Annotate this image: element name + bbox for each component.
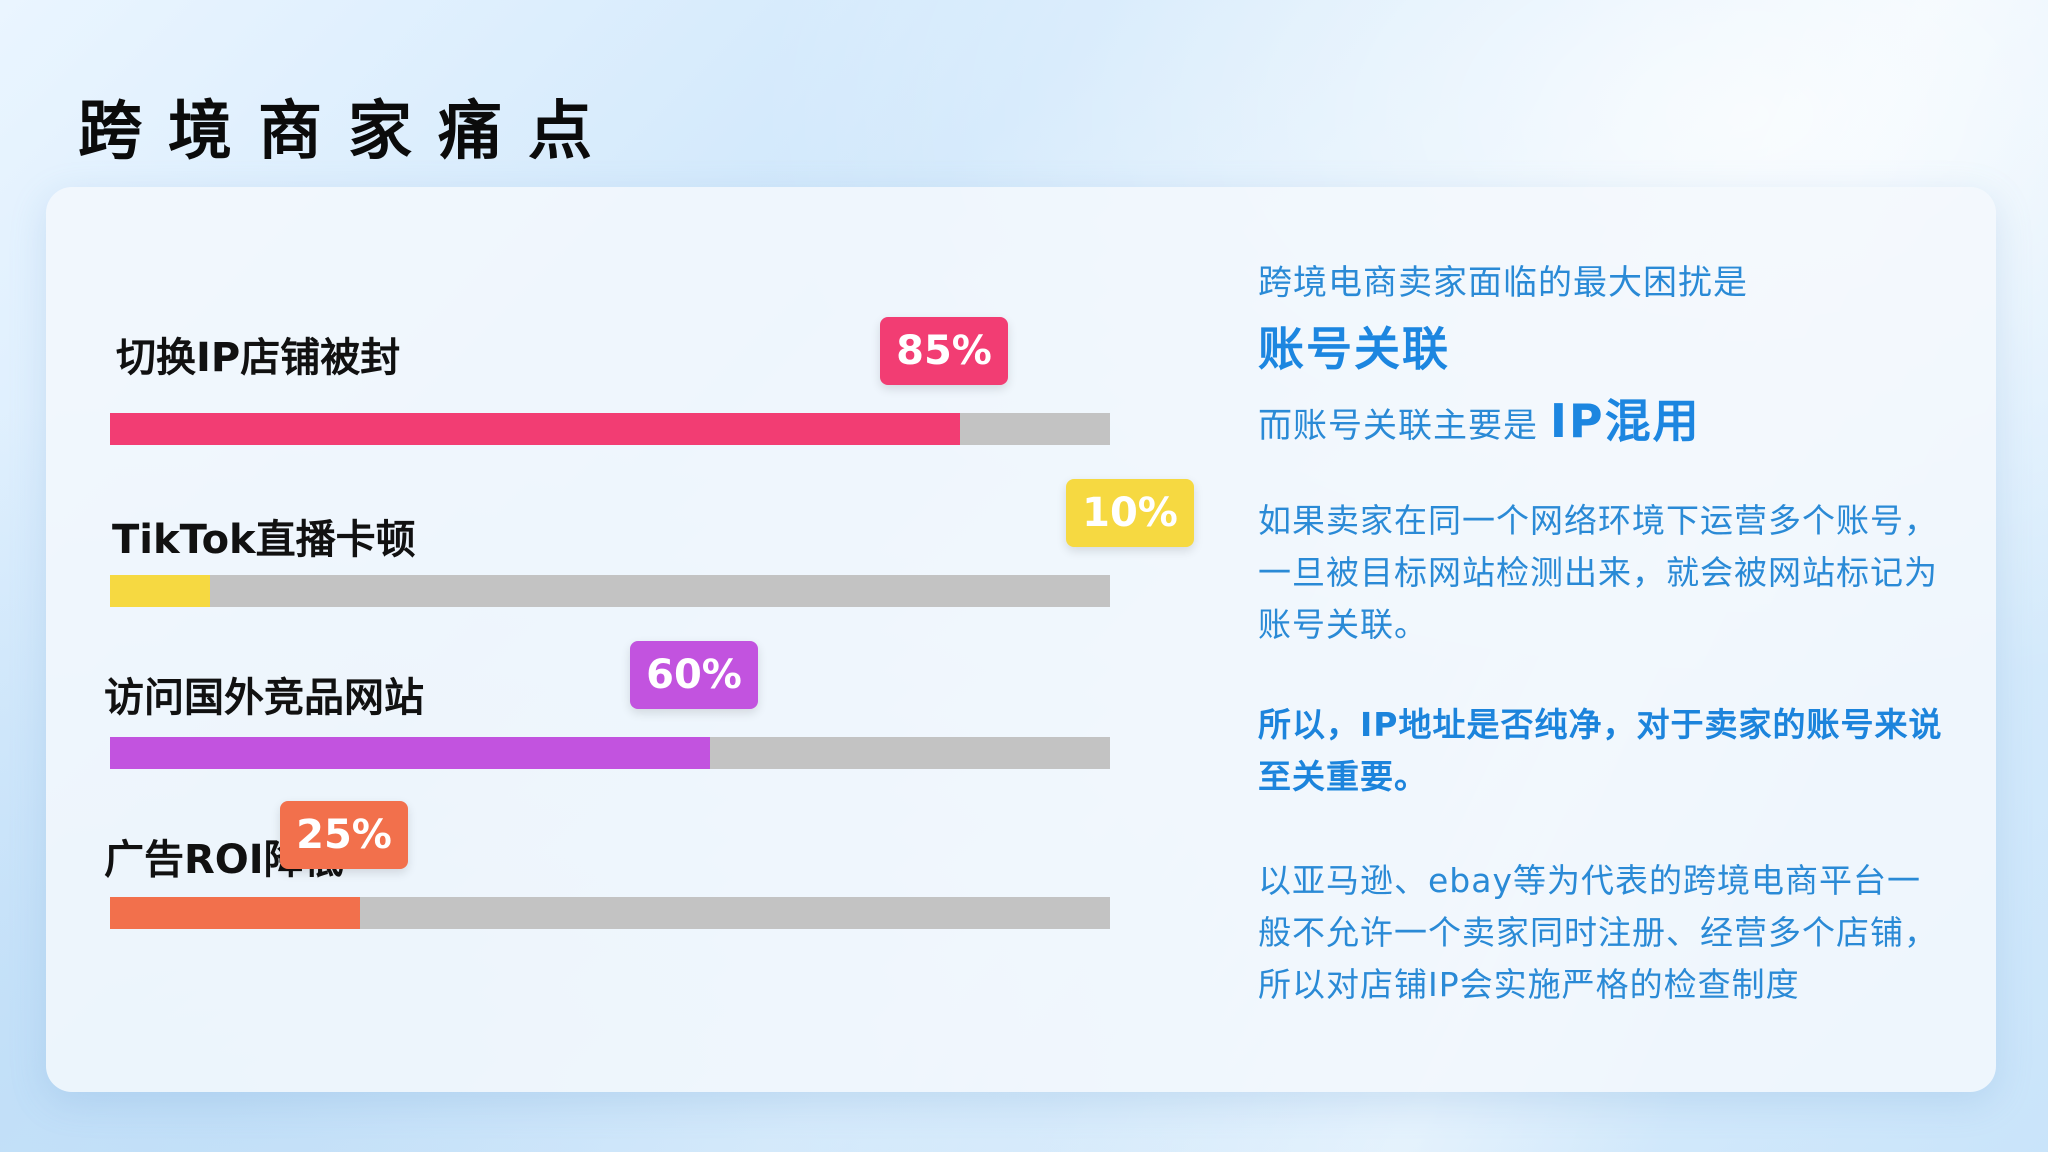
side-highlight: 账号关联 <box>1258 322 1450 376</box>
value-badge: 25% <box>280 801 408 869</box>
bar-fill <box>110 575 210 607</box>
bar-fill <box>110 897 360 929</box>
value-badge: 60% <box>630 641 758 709</box>
side-ip-line: 而账号关联主要是 IP混用 <box>1258 385 1701 451</box>
para1-line: 账号关联。 <box>1258 605 1428 644</box>
para1-line: 一旦被目标网站检测出来，就会被网站标记为 <box>1258 553 1938 592</box>
value-badge: 85% <box>880 317 1008 385</box>
para1-line: 如果卖家在同一个网络环境下运营多个账号， <box>1258 501 1938 540</box>
para3-line: 所以对店铺IP会实施严格的检查制度 <box>1258 965 1800 1004</box>
bar-fill <box>110 737 710 769</box>
bar-fill <box>110 413 960 445</box>
page-title: 跨境商家痛点 <box>78 95 618 169</box>
para2-line: 至关重要。 <box>1258 757 1428 796</box>
side-ip-line-highlight: IP混用 <box>1549 394 1701 448</box>
content-panel: 切换IP店铺被封 85% TikTok直播卡顿 10% 访问国外竞品网站 60% 广告ROI… <box>46 187 1996 1092</box>
bar-track <box>110 413 1110 445</box>
bar-track <box>110 737 1110 769</box>
side-intro: 跨境电商卖家面临的最大困扰是 <box>1258 263 1748 303</box>
value-badge: 10% <box>1066 479 1194 547</box>
bar-label-label-tiktok-lag: TikTok直播卡顿 <box>112 517 416 563</box>
side-ip-line-prefix: 而账号关联主要是 <box>1258 406 1550 446</box>
side-paragraph-3: 以亚马逊、ebay等为代表的跨境电商平台一 般不允许一个卖家同时注册、经营多个店… <box>1258 855 1938 1011</box>
bar-track <box>110 575 1110 607</box>
side-paragraph-2: 所以，IP地址是否纯净，对于卖家的账号来说 至关重要。 <box>1258 699 1942 803</box>
bar-label-label-ip-ban: 切换IP店铺被封 <box>116 335 401 381</box>
side-paragraph-1: 如果卖家在同一个网络环境下运营多个账号， 一旦被目标网站检测出来，就会被网站标记… <box>1258 495 1938 651</box>
bar-label-label-competitor-sites: 访问国外竞品网站 <box>104 675 424 721</box>
bar-track <box>110 897 1110 929</box>
para3-line: 般不允许一个卖家同时注册、经营多个店铺， <box>1258 913 1938 952</box>
para2-line: 所以，IP地址是否纯净，对于卖家的账号来说 <box>1258 705 1943 744</box>
para3-line: 以亚马逊、ebay等为代表的跨境电商平台一 <box>1258 861 1922 900</box>
